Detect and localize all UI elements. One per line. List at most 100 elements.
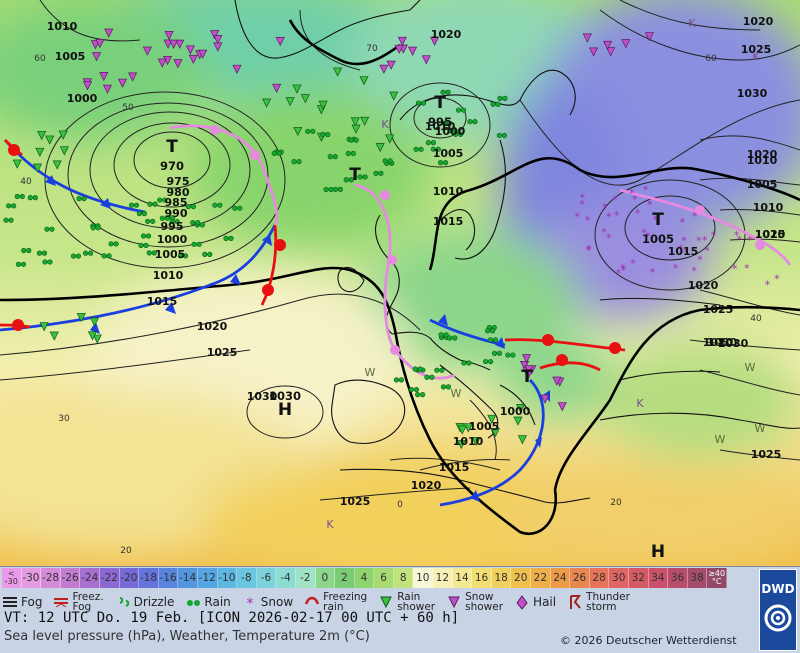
- snow-shower-symbol: [524, 365, 534, 375]
- isobar-label: 995: [161, 220, 184, 233]
- snow-symbol: *: [643, 184, 649, 197]
- weather-symbols: ********************* ***************** **…: [3, 28, 780, 450]
- isobar-label: 1025: [703, 303, 734, 316]
- snow-letter: K: [381, 118, 389, 131]
- front-symbols: [8, 125, 765, 502]
- scale-cell: -30: [21, 568, 42, 588]
- rain-symbol: [418, 146, 424, 152]
- temperature-label: 70: [366, 44, 378, 54]
- scale-cell: -16: [158, 568, 179, 588]
- rain-symbol: [152, 201, 158, 207]
- isobar-label: 1015: [755, 228, 786, 241]
- rain-symbol: [497, 95, 503, 101]
- isobar-label: 1020: [747, 148, 778, 161]
- snow-shower-symbol: [198, 49, 208, 59]
- isobar-label: 1020: [411, 479, 442, 492]
- legend-item-label: Drizzle: [133, 595, 175, 609]
- rain-symbol: [337, 186, 344, 192]
- rain-symbol: [44, 226, 50, 232]
- wind-letter: W: [745, 361, 756, 374]
- snow-symbol: *: [711, 229, 717, 242]
- snow-shower-symbol: [168, 39, 179, 49]
- rain-symbol: [82, 250, 89, 256]
- snow-symbol: *: [612, 193, 618, 206]
- legend-item-label-line1: Freezing: [323, 591, 368, 603]
- rain-shower-symbol: [58, 130, 68, 140]
- rain-symbol: [202, 251, 208, 257]
- rain-symbol: [87, 250, 94, 256]
- rain-symbol: [447, 335, 453, 341]
- snow-shower-symbol: [582, 33, 592, 43]
- snow-shower-symbol: [92, 52, 102, 62]
- snow-symbol: *: [734, 229, 740, 242]
- pressure-center-low: T: [652, 210, 664, 230]
- isobar-label: 1020: [755, 228, 786, 241]
- cold-front-4: [439, 379, 545, 507]
- snow-symbol: *: [647, 198, 653, 211]
- rain-symbol: [440, 384, 447, 390]
- isobars: [0, 0, 800, 501]
- snow-symbol: *: [585, 214, 591, 227]
- isobar-label: 1010: [47, 20, 78, 33]
- isobar-label: 1005: [469, 420, 500, 433]
- rain-symbol: [27, 195, 33, 201]
- rain-shower-symbol: [37, 130, 47, 141]
- rain-symbol: [147, 201, 153, 207]
- snow-shower-symbol: [102, 84, 113, 94]
- temperature-label: 0: [397, 500, 403, 510]
- rain-symbol: [159, 215, 165, 221]
- isobar-label: 1030: [737, 87, 768, 100]
- isobar-label: 1000: [157, 233, 188, 246]
- rain-symbol: [495, 101, 501, 107]
- rain-symbol: [443, 332, 449, 338]
- scale-cell: 28: [589, 568, 610, 588]
- snow-shower-symbol: [397, 36, 407, 47]
- rain-shower-symbol: [516, 403, 526, 414]
- snow-shower-symbol: [552, 376, 562, 386]
- snow-shower-symbol: [408, 46, 418, 56]
- isobar-label: 1030: [707, 336, 738, 349]
- snow-symbol: *: [641, 226, 647, 239]
- snow-symbol: *: [630, 257, 636, 270]
- legend-item-label: Rain shower: [397, 592, 435, 613]
- cold-front-2: [0, 224, 277, 332]
- rain-symbol: [332, 186, 339, 192]
- rain-symbol: [296, 159, 302, 165]
- warm-front-4: [539, 361, 601, 372]
- rain-shower-symbol: [45, 135, 55, 145]
- isobar-label: 1015: [668, 245, 699, 258]
- rain-symbol: [332, 154, 338, 160]
- rain-symbol: [143, 242, 149, 248]
- scale-cell: 8: [393, 568, 414, 588]
- snow-icon: *: [246, 596, 253, 610]
- temperature-label: 30: [58, 414, 70, 424]
- wind-letter: W: [755, 422, 766, 435]
- freezing-rain-icon: [305, 596, 320, 605]
- isobar-label: 1025: [751, 448, 782, 461]
- isobar-label: 1000: [67, 92, 98, 105]
- rain-symbol: [413, 146, 419, 152]
- rain-symbol: [430, 146, 436, 152]
- isobar-label: 1010: [747, 154, 778, 167]
- legend-item-label-line2: Fog: [72, 601, 92, 613]
- snow-symbol: *: [697, 253, 703, 266]
- snow-shower-symbol: [232, 64, 242, 74]
- rain-symbol: [429, 374, 435, 380]
- snow-shower-symbol: [95, 39, 105, 49]
- rain-symbol: [420, 392, 426, 398]
- rain-symbol: [199, 222, 205, 228]
- rain-symbol: [353, 137, 359, 143]
- rain-symbol: [162, 197, 168, 203]
- snow-shower-icon: [448, 596, 460, 609]
- rain-symbol: [207, 251, 213, 257]
- snow-shower-symbol: [175, 39, 185, 49]
- rain-symbol: [350, 150, 356, 157]
- rain-symbol: [174, 218, 180, 225]
- snow-shower-symbol: [421, 55, 431, 65]
- snow-symbol: *: [602, 201, 608, 214]
- rain-shower-symbol: [300, 94, 310, 104]
- snow-symbol: *: [614, 209, 620, 222]
- rain-symbol: [276, 150, 282, 156]
- rain-symbol: [501, 132, 508, 139]
- rain-shower-icon: [380, 596, 393, 609]
